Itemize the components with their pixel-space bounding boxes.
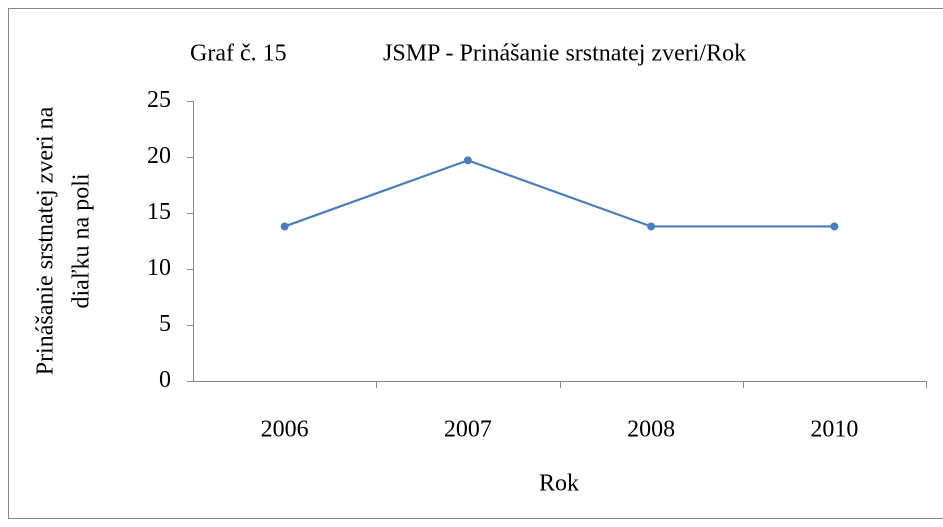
y-tick-label: 25 (147, 87, 171, 113)
point (647, 222, 656, 231)
y-axis-label-line: Prinášanie srstnatej zveri na (33, 106, 59, 375)
y-tick-label: 10 (147, 255, 171, 281)
x-tick-label: 2007 (444, 417, 492, 443)
x-tick-label: 2006 (261, 417, 309, 443)
x-tick-label: 2008 (627, 417, 675, 443)
y-axis-label: Prinášanie srstnatej zveri na diaľku na … (33, 106, 95, 375)
y-tick-label: 20 (147, 143, 171, 169)
point (463, 156, 472, 165)
chart-title: JSMP - Prinášanie srstnatej zveri/Rok (383, 41, 746, 67)
y-axis-label-line: diaľku na poli (69, 173, 95, 308)
line (284, 159, 835, 228)
y-tick-label: 0 (159, 367, 171, 393)
chart-border (8, 8, 943, 519)
point (280, 222, 289, 231)
y-tick-label: 15 (147, 199, 171, 225)
x-tick-label: 2010 (810, 417, 858, 443)
figure-label: Graf č. 15 (190, 41, 287, 67)
x-axis-label: Rok (539, 471, 579, 497)
y-tick-label: 5 (159, 311, 171, 337)
point (830, 222, 839, 231)
